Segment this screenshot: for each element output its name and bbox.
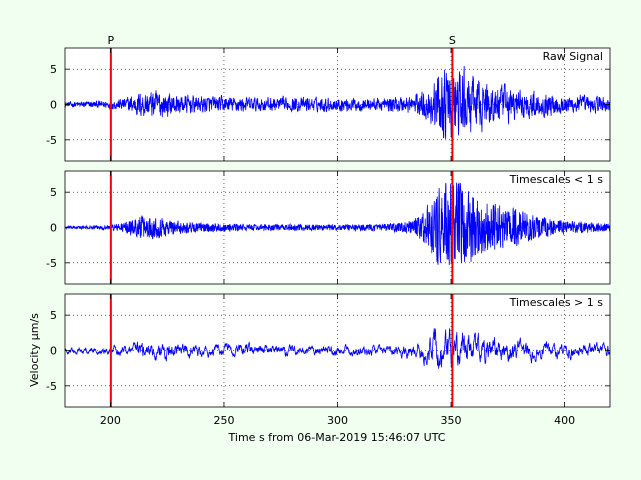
panel-title: Timescales < 1 s xyxy=(509,173,604,186)
x-axis-label: Time s from 06-Mar-2019 15:46:07 UTC xyxy=(228,431,446,444)
x-tick-label: 200 xyxy=(100,414,121,427)
x-tick-label: 350 xyxy=(441,414,462,427)
panel-short-timescales: -5 0 5 Timescales < 1 s xyxy=(46,170,611,285)
y-tick-label: -5 xyxy=(46,257,57,270)
waveform-trace xyxy=(64,65,611,140)
panel-title: Raw Signal xyxy=(543,50,603,63)
panel-long-timescales: -5 0 5 Timescales > 1 s xyxy=(46,293,611,408)
panel-title: Timescales > 1 s xyxy=(509,296,604,309)
y-axis-label: Velocity μm/s xyxy=(28,313,41,387)
x-tick-label: 400 xyxy=(554,414,575,427)
pick-label-p: P xyxy=(108,34,115,47)
y-tick-label: 0 xyxy=(50,222,57,235)
waveform-trace xyxy=(64,182,611,265)
y-tick-label: -5 xyxy=(46,134,57,147)
waveform-trace xyxy=(64,328,611,369)
y-tick-label: 5 xyxy=(50,186,57,199)
x-tick-label: 300 xyxy=(327,414,348,427)
y-tick-label: -5 xyxy=(46,380,57,393)
y-tick-label: 5 xyxy=(50,309,57,322)
y-tick-label: 0 xyxy=(50,345,57,358)
y-tick-label: 5 xyxy=(50,63,57,76)
x-tick-label: 250 xyxy=(213,414,234,427)
y-tick-label: 0 xyxy=(50,99,57,112)
panel-raw-signal: -5 0 5 Raw Signal xyxy=(46,47,611,162)
pick-label-s: S xyxy=(449,34,456,47)
x-tick-labels: 200 250 300 350 400 xyxy=(100,414,575,427)
